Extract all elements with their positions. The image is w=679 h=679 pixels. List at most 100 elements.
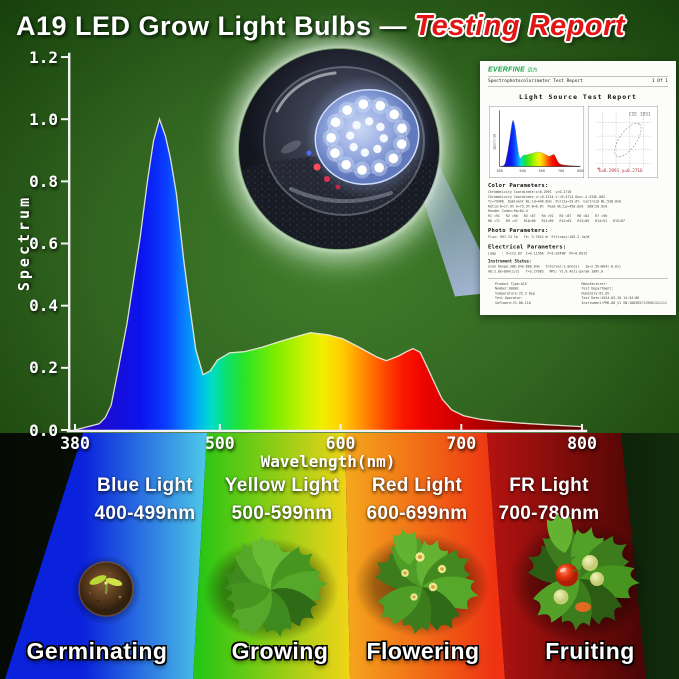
spectrum-curve <box>74 117 583 431</box>
report-page: 1 Of 1 <box>651 78 668 84</box>
mini-ylabel: Spectrum <box>493 134 497 150</box>
band-label: Red Light <box>371 475 463 496</box>
cie-coords: x=0.2991 y=0.2716 <box>598 168 643 174</box>
band-label: Yellow Light <box>224 475 340 496</box>
svg-text:600: 600 <box>539 169 545 173</box>
report-title: Light Source Test Report <box>519 93 637 102</box>
report-text-line: Chromaticity Coordinate u'=0.2114 v'=0.4… <box>488 194 606 199</box>
report-text-line: Chromaticity Coordinate:x=0.2991 y=0.271… <box>488 190 572 194</box>
y-tick-label: 1.2 <box>29 47 58 67</box>
red-led <box>335 184 341 190</box>
band-range: 600-699nm <box>366 502 468 524</box>
band-range: 700-780nm <box>498 502 600 524</box>
y-tick-label: 0.4 <box>29 296 58 316</box>
report-charts: Spectrum 380 500 600 700 800 CIE 1931 <box>489 106 668 178</box>
y-tick-label: 0.8 <box>29 171 58 191</box>
report-text-line: Manufacturer: <box>581 281 608 286</box>
report-text-line: Lamp : V=113.0V I=0.1156A P=9.0349W PF=0… <box>488 251 588 256</box>
svg-text:500: 500 <box>519 169 525 173</box>
report-cie-diagram: CIE 1931 x=0.2991 y=0.2716 <box>588 106 658 178</box>
tomato-fruits <box>553 555 604 612</box>
x-tick-label: 600 <box>325 434 356 453</box>
report-text-line: R8 =71 R9 =47 R10=66 R11=89 R12=63 R13=8… <box>488 218 625 223</box>
svg-text:380: 380 <box>496 169 502 173</box>
report-text-line: Render Index:Ra=84.4 <box>488 209 528 214</box>
y-tick-label: 0.6 <box>29 234 58 254</box>
stage-label-germinating: Germinating <box>26 638 168 664</box>
growing-seedling-photo <box>203 534 339 642</box>
report-text-line: Flux: 997.13 lm Fe: 3.7614 W Efficacy:10… <box>488 235 590 240</box>
band-range: 400-499nm <box>94 502 196 524</box>
report-text-line: Scan Range:380.0nm-800.0nm Interval:1.0n… <box>488 264 621 269</box>
report-text-line: Software:V1.00.110 <box>495 300 531 305</box>
report-text-line: Temperature:25.3 Deg <box>495 291 535 296</box>
report-spectrum-thumbnail: Spectrum 380 500 600 700 800 <box>489 106 584 178</box>
report-text-line: R1 =91 R2 =90 R3 =87 R4 =91 R5 =87 R6 =8… <box>488 213 608 218</box>
stage-label-fruiting: Fruiting <box>545 638 635 664</box>
cie-locus <box>614 122 642 158</box>
band-heading-4: FR Light 700-780nm <box>499 472 600 527</box>
x-tick-label: 800 <box>567 434 597 453</box>
title-dash: — <box>379 11 407 41</box>
report-text-line: Test Date:2024-03-20 14:34:08 <box>581 296 640 301</box>
fruiting-plant-photo <box>509 513 649 643</box>
electrical-parameters-lines: Lamp : V=113.0V I=0.1156A P=9.0349W PF=0… <box>488 251 668 256</box>
red-led <box>324 176 330 182</box>
bulb-photo <box>239 49 439 249</box>
instrument-status-heading: Instrument Status: <box>488 259 532 264</box>
stage-label-flowering: Flowering <box>366 638 480 664</box>
report-text-line: Product Type:A19 <box>495 281 527 286</box>
band-heading-2: Yellow Light 500-599nm <box>225 472 339 527</box>
x-axis-label: Wavelength(nm) <box>260 452 396 471</box>
svg-text:700: 700 <box>558 169 564 173</box>
instrument-status-lines: Scan Range:380.0nm-800.0nm Interval:1.0n… <box>488 265 668 275</box>
sprout <box>89 575 123 595</box>
bulb-photo-inset <box>238 48 440 250</box>
page-title: A19 LED Grow Light Bulbs — Testing Repor… <box>0 10 679 43</box>
y-tick-label: 1.0 <box>29 109 58 129</box>
led-board <box>314 88 420 186</box>
y-tick-label: 0.2 <box>29 358 58 378</box>
report-footer-right: Manufacturer: Test Department: Humidity:61… <box>582 282 669 306</box>
report-text-line: Ratio:R=17.9% G=75.3% B=6.8% Peak WL:Lp=… <box>488 204 608 209</box>
electrical-parameters-heading: Electrical Parameters: <box>488 243 567 250</box>
x-tick-label: 700 <box>446 434 477 453</box>
y-tick-marks <box>61 56 69 431</box>
report-footer-left: Product Type:A19 Number:00001 Temperature:… <box>488 282 582 306</box>
title-testing-report: Testing Report <box>414 10 626 42</box>
chart-axes <box>66 52 588 433</box>
band-heading-3: Red Light 600-699nm <box>367 472 468 527</box>
report-header: Spectrophotocolorimeter Test Report <box>488 78 583 84</box>
report-text-line: Tc=7946K Dominant WL:Ld=448.8nm Purity=2… <box>488 199 621 204</box>
led-dots <box>322 95 411 179</box>
report-logo-row: EVERFINE 远方 <box>488 65 668 75</box>
stage-label-growing: Growing <box>231 638 329 664</box>
x-tick-label: 500 <box>204 434 235 453</box>
everfine-logo: EVERFINE <box>488 65 526 73</box>
germinating-seed-photo <box>71 555 141 625</box>
band-label: FR Light <box>509 475 589 496</box>
band-label: Blue Light <box>97 475 193 496</box>
band-heading-1: Blue Light 400-499nm <box>95 472 196 527</box>
cie-label: CIE 1931 <box>629 111 651 117</box>
color-parameters-heading: Color Parameters: <box>488 182 549 189</box>
report-text-line: Test Department: <box>581 286 614 291</box>
x-tick-label: 380 <box>60 434 90 453</box>
report-text-line: AD:2.0E+004(1/2) T=3.2768S MPS: V1.0 Ant… <box>488 269 604 274</box>
report-header-row: Spectrophotocolorimeter Test Report 1 Of… <box>488 78 668 86</box>
report-text-line: Number:00001 <box>495 286 519 291</box>
color-parameters-lines: Chromaticity Coordinate:x=0.2991 y=0.271… <box>488 190 668 224</box>
report-footer: Product Type:A19 Number:00001 Temperature:… <box>488 282 668 306</box>
svg-text:800: 800 <box>577 169 583 173</box>
band-range: 500-599nm <box>231 502 333 524</box>
report-text-line: Humidity:61.0% <box>581 291 610 296</box>
photo-parameters-heading: Photo Parameters: <box>488 227 549 234</box>
photo-parameters-lines: Flux: 997.13 lm Fe: 3.7614 W Efficacy:10… <box>488 235 668 240</box>
x-tick-marks <box>74 424 583 431</box>
everfine-logo-cn: 远方 <box>527 67 538 74</box>
red-led <box>313 163 321 171</box>
glass-highlight <box>275 71 337 113</box>
report-text-line: Instrument:PMS-80_V1 SN:1003037119501111… <box>581 300 667 305</box>
